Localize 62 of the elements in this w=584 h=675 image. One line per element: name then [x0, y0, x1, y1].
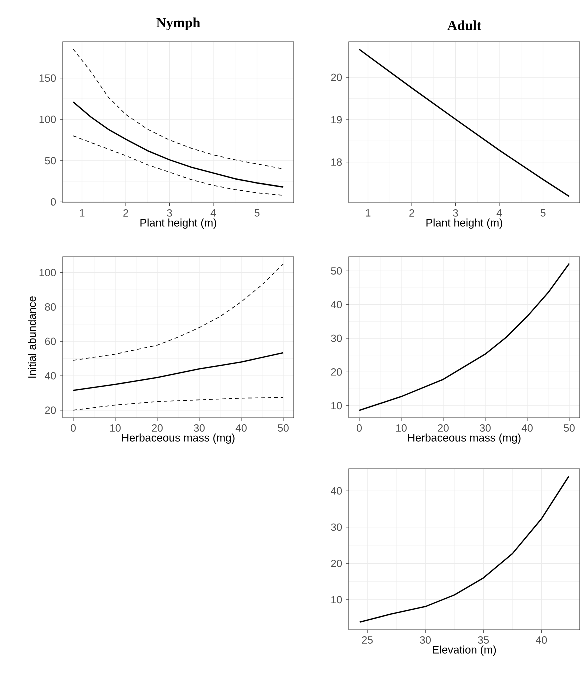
x-axis-title: Plant height (m)	[140, 218, 216, 229]
y-tick-label: 100	[40, 269, 56, 277]
x-tick-label: 20	[438, 424, 449, 432]
x-tick-label: 5	[254, 210, 260, 217]
x-tick-label: 3	[167, 210, 172, 217]
x-tick-label: 1	[366, 210, 371, 217]
x-tick-label: 40	[522, 424, 533, 432]
x-tick-label: 40	[536, 636, 548, 644]
y-tick-label: 50	[331, 267, 342, 275]
x-tick-label: 25	[362, 636, 373, 644]
line-series	[359, 476, 570, 624]
x-tick-label: 30	[420, 636, 432, 644]
x-tick-label: 50	[564, 424, 575, 432]
x-axis-title: Herbaceous mass (mg)	[408, 434, 521, 444]
x-tick-label: 4	[496, 210, 502, 217]
x-axis-title: Elevation (m)	[433, 646, 496, 656]
x-tick-label: 35	[478, 636, 490, 644]
y-tick-label: 20	[331, 74, 342, 82]
line-series	[73, 264, 284, 361]
x-tick-label: 2	[124, 210, 128, 217]
x-tick-label: 1	[80, 210, 85, 217]
y-tick-label: 60	[45, 338, 56, 346]
y-tick-label: 40	[331, 487, 342, 495]
x-tick-label: 50	[278, 424, 289, 432]
y-tick-label: 20	[45, 406, 56, 414]
chart-title: Nymph	[156, 18, 200, 31]
y-tick-label: 40	[45, 372, 56, 380]
y-tick-label: 10	[332, 596, 342, 604]
line-series	[358, 263, 570, 412]
y-tick-label: 20	[331, 560, 342, 568]
x-tick-label: 4	[210, 210, 216, 217]
y-tick-label: 80	[45, 304, 56, 311]
y-tick-label: 20	[331, 368, 342, 376]
x-tick-label: 0	[70, 424, 76, 432]
y-axis-title: Initial abundance	[28, 296, 36, 378]
line-series	[73, 136, 284, 196]
y-tick-label: 18	[332, 158, 342, 166]
y-tick-label: 40	[331, 301, 342, 309]
line-series	[72, 102, 284, 188]
chart-title: Adult	[448, 20, 482, 31]
y-tick-label: 30	[331, 334, 342, 342]
y-tick-label: 30	[331, 524, 342, 532]
y-tick-label: 100	[40, 116, 56, 124]
y-tick-label: 10	[332, 402, 342, 410]
line-series	[358, 48, 570, 198]
y-tick-label: 19	[332, 116, 342, 124]
y-tick-label: 0	[51, 198, 56, 206]
x-axis-title: Plant height (m)	[426, 218, 502, 229]
x-tick-label: 2	[410, 210, 414, 217]
x-axis-title: Herbaceous mass (mg)	[122, 434, 235, 444]
x-tick-label: 0	[357, 424, 362, 432]
y-tick-label: 150	[40, 74, 56, 82]
y-tick-label: 50	[45, 157, 56, 165]
x-tick-label: 20	[152, 424, 163, 432]
x-tick-label: 10	[110, 424, 121, 432]
x-tick-label: 10	[396, 424, 407, 432]
x-tick-label: 30	[480, 424, 491, 432]
x-tick-label: 5	[540, 210, 546, 217]
x-tick-label: 3	[453, 210, 458, 217]
x-tick-label: 30	[194, 424, 205, 432]
x-tick-label: 40	[236, 424, 247, 432]
line-series	[73, 49, 284, 170]
